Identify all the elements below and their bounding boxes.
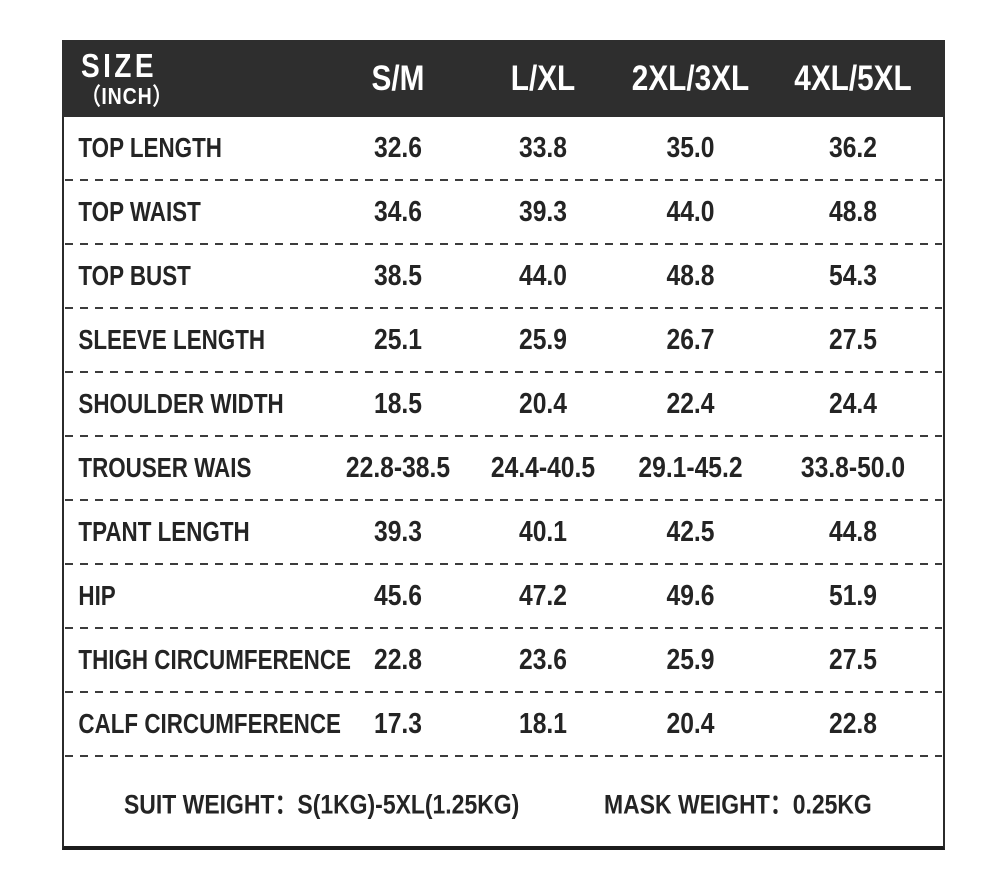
row-divider [65, 627, 942, 629]
cell-value: 32.6 [374, 131, 422, 164]
row-divider [65, 499, 942, 501]
cell-value: 22.8-38.5 [345, 451, 451, 484]
table-row: SHOULDER WIDTH 18.5 20.4 22.4 24.4 [64, 373, 943, 435]
header-cell-2xl3xl: 2XL/3XL [631, 58, 750, 98]
table-row: TOP BUST 38.5 44.0 48.8 54.3 [64, 245, 943, 307]
cell-value: 35.0 [666, 131, 715, 164]
cell-value: 22.8 [829, 707, 877, 740]
cell-value: 48.8 [829, 195, 877, 228]
cell-value: 25.1 [374, 323, 422, 356]
cell-value: 47.2 [519, 579, 567, 612]
row-divider [65, 307, 942, 309]
table-row: TOP WAIST 34.6 39.3 44.0 48.8 [64, 181, 943, 243]
cell-value: 22.8 [374, 643, 422, 676]
cell-value: 26.7 [666, 323, 715, 356]
cell-value: 33.8 [519, 131, 567, 164]
cell-value: 27.5 [829, 643, 877, 676]
cell-value: 38.5 [374, 259, 422, 292]
cell-value: 54.3 [829, 259, 877, 292]
cell-value: 18.1 [519, 707, 567, 740]
cell-value: 23.6 [519, 643, 567, 676]
suit-weight-note: SUIT WEIGHT：S(1KG)-5XL(1.25KG) [124, 789, 520, 819]
cell-value: 18.5 [374, 387, 422, 420]
row-label: SHOULDER WIDTH [78, 388, 284, 419]
mask-weight-note: MASK WEIGHT：0.25KG [604, 789, 872, 819]
cell-value: 27.5 [829, 323, 877, 356]
row-label: TOP WAIST [78, 196, 201, 227]
cell-value: 44.0 [519, 259, 567, 292]
cell-value: 48.8 [666, 259, 715, 292]
row-divider [65, 179, 942, 181]
row-label: SLEEVE LENGTH [78, 324, 266, 355]
size-unit: （INCH） [81, 82, 173, 109]
header-cell-size: SIZE （INCH） [64, 47, 288, 109]
header-cell-lxl: L/XL [510, 58, 576, 98]
cell-value: 24.4-40.5 [490, 451, 596, 484]
cell-value: 17.3 [374, 707, 422, 740]
table-row: HIP 45.6 47.2 49.6 51.9 [64, 565, 943, 627]
cell-value: 45.6 [374, 579, 422, 612]
cell-value: 39.3 [519, 195, 567, 228]
row-label: CALF CIRCUMFERENCE [78, 708, 341, 739]
cell-value: 51.9 [829, 579, 877, 612]
cell-value: 24.4 [829, 387, 877, 420]
table-row: SLEEVE LENGTH 25.1 25.9 26.7 27.5 [64, 309, 943, 371]
row-label: TPANT LENGTH [78, 516, 250, 547]
row-divider [65, 563, 942, 565]
cell-value: 22.4 [666, 387, 715, 420]
row-divider [65, 371, 942, 373]
cell-value: 25.9 [519, 323, 567, 356]
row-label: TOP BUST [78, 260, 191, 291]
table-row: THIGH CIRCUMFERENCE 22.8 23.6 25.9 27.5 [64, 629, 943, 691]
table-row: TPANT LENGTH 39.3 40.1 42.5 44.8 [64, 501, 943, 563]
cell-value: 44.8 [829, 515, 877, 548]
header-cell-4xl5xl: 4XL/5XL [794, 58, 912, 98]
cell-value: 25.9 [666, 643, 715, 676]
row-divider [65, 691, 942, 693]
row-divider [65, 755, 942, 757]
cell-value: 29.1-45.2 [638, 451, 743, 484]
row-divider [65, 435, 942, 437]
cell-value: 20.4 [519, 387, 567, 420]
cell-value: 33.8-50.0 [800, 451, 906, 484]
table-row: TROUSER WAIS 22.8-38.5 24.4-40.5 29.1-45… [64, 437, 943, 499]
cell-value: 44.0 [666, 195, 715, 228]
cell-value: 34.6 [374, 195, 422, 228]
table-header: SIZE （INCH） S/M L/XL 2XL/3XL 4XL/5XL [62, 40, 945, 117]
cell-value: 36.2 [829, 131, 877, 164]
cell-value: 42.5 [666, 515, 715, 548]
table-row: CALF CIRCUMFERENCE 17.3 18.1 20.4 22.8 [64, 693, 943, 755]
cell-value: 49.6 [666, 579, 715, 612]
row-label: HIP [78, 580, 116, 611]
header-cell-sm: S/M [371, 58, 425, 98]
cell-value: 39.3 [374, 515, 422, 548]
cell-value: 40.1 [519, 515, 567, 548]
cell-value: 20.4 [666, 707, 715, 740]
row-label: TROUSER WAIS [78, 452, 252, 483]
row-label: TOP LENGTH [78, 132, 222, 163]
row-label: THIGH CIRCUMFERENCE [78, 644, 351, 675]
size-chart-table: SIZE （INCH） S/M L/XL 2XL/3XL 4XL/5XL TOP… [62, 40, 945, 850]
size-title: SIZE [81, 47, 157, 85]
row-divider [65, 243, 942, 245]
table-row: TOP LENGTH 32.6 33.8 35.0 36.2 [64, 117, 943, 179]
table-footer: SUIT WEIGHT：S(1KG)-5XL(1.25KG) MASK WEIG… [64, 757, 943, 846]
